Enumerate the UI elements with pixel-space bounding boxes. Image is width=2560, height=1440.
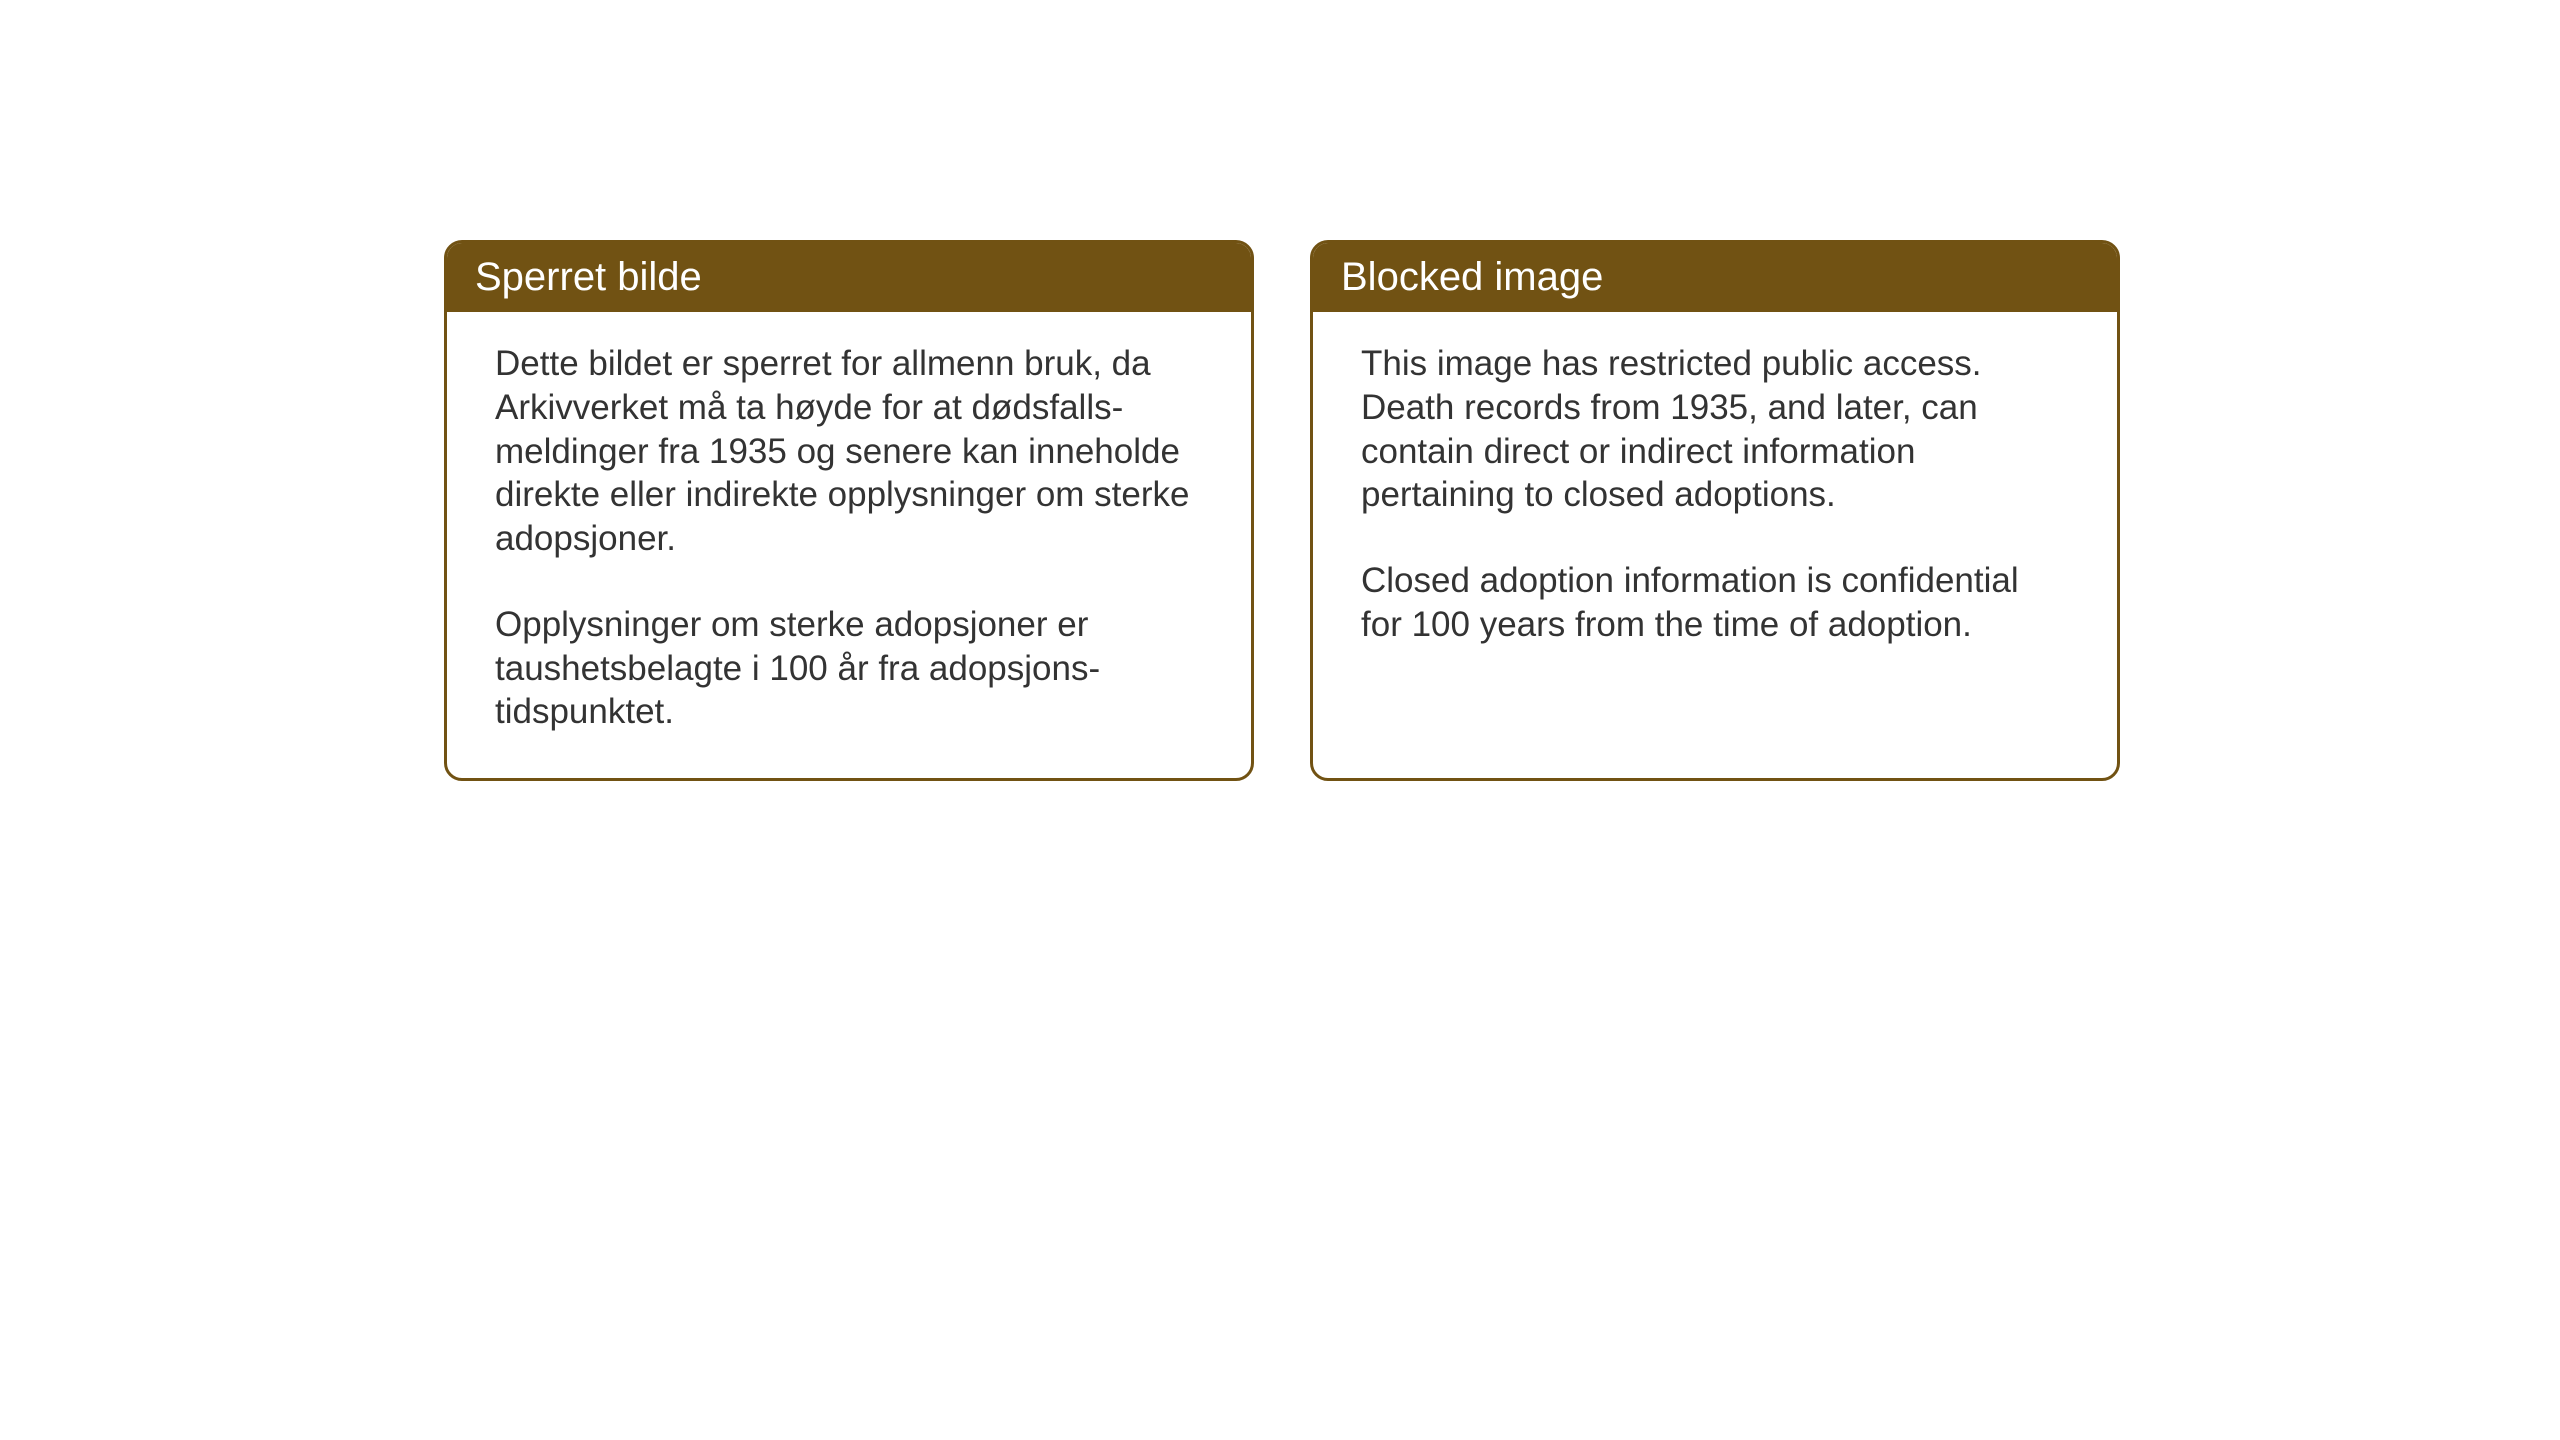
card-header-norwegian: Sperret bilde <box>447 243 1251 312</box>
card-title-english: Blocked image <box>1341 255 1603 299</box>
card-body-english: This image has restricted public access.… <box>1313 312 2117 691</box>
paragraph-2-english: Closed adoption information is confident… <box>1361 559 2069 647</box>
card-body-norwegian: Dette bildet er sperret for allmenn bruk… <box>447 312 1251 778</box>
notice-card-norwegian: Sperret bilde Dette bildet er sperret fo… <box>444 240 1254 781</box>
notice-container: Sperret bilde Dette bildet er sperret fo… <box>444 240 2120 781</box>
notice-card-english: Blocked image This image has restricted … <box>1310 240 2120 781</box>
card-header-english: Blocked image <box>1313 243 2117 312</box>
paragraph-1-norwegian: Dette bildet er sperret for allmenn bruk… <box>495 342 1203 561</box>
paragraph-1-english: This image has restricted public access.… <box>1361 342 2069 517</box>
card-title-norwegian: Sperret bilde <box>475 255 702 299</box>
paragraph-2-norwegian: Opplysninger om sterke adopsjoner er tau… <box>495 603 1203 734</box>
